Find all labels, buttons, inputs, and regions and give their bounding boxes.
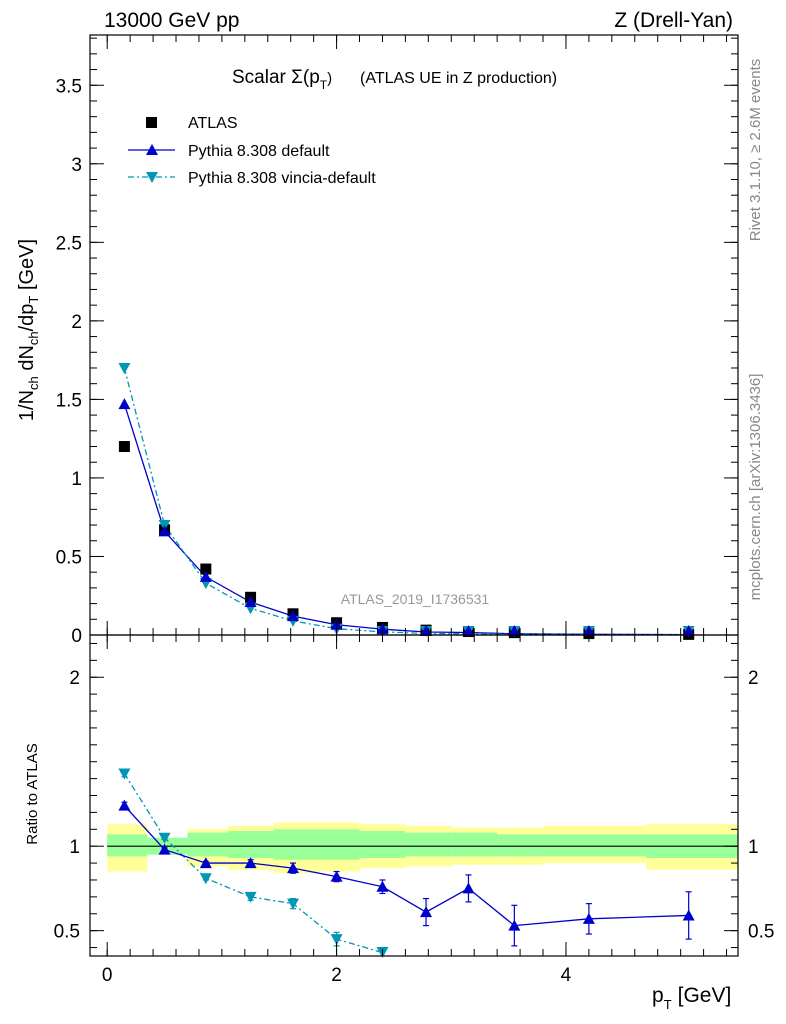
legend-label-default: Pythia 8.308 default [188, 143, 330, 160]
ratio-point-default [158, 843, 171, 855]
ratio-point-default [420, 906, 433, 918]
legend-label-atlas: ATLAS [188, 115, 238, 132]
legend-marker-atlas [146, 117, 157, 128]
ratio-point-default [287, 862, 300, 874]
chart-title-tail: (ATLAS UE in Z production) [360, 70, 557, 87]
ratio-point-default [682, 909, 695, 921]
ratio-band-green [359, 830, 406, 859]
chart-title-main: Scalar Σ(p [232, 67, 320, 88]
ratio-point-vincia [199, 873, 212, 885]
y-tick-label-ratio-right: 1 [748, 837, 759, 858]
axes: 0 0.5 1 1.5 2 2.5 3 3.5 0.5 0.5 1 1 2 2 0 2 4 [54, 35, 774, 986]
ratio-band-green [319, 829, 360, 860]
ratio-point-default [376, 880, 389, 892]
data-point-default [158, 525, 171, 537]
ratio-point-default [118, 799, 131, 811]
data-point-vincia [118, 362, 131, 374]
y-tick-label-ratio: 0.5 [54, 922, 80, 943]
ratio-point-vincia [287, 898, 300, 910]
ratio-line-default [123, 805, 689, 927]
chart-title-subscript: T [320, 78, 328, 92]
ratio-point-vincia [158, 832, 171, 844]
ratio-panel [107, 768, 738, 958]
ratio-band-green [227, 830, 274, 859]
y-tick-label-main: 1 [71, 469, 82, 490]
ratio-point-default [582, 912, 595, 924]
mcplots-label: mcplots.cern.ch [arXiv:1306.3436] [747, 374, 764, 601]
ratio-point-default [244, 857, 257, 869]
ratio-point-vincia [330, 934, 343, 946]
x-axis-label: pT [GeV] [652, 984, 731, 1012]
x-tick-label: 4 [561, 965, 572, 986]
y-axis-label: 1/Nch dNch/dpT [GeV] [16, 239, 41, 421]
ratio-point-default [462, 882, 475, 894]
chart-title-close: ) [327, 70, 332, 87]
header-left-label: 13000 GeV pp [104, 9, 239, 32]
data-point-default [462, 625, 475, 636]
y-tick-label-ratio: 1 [69, 837, 80, 858]
chart-title: Scalar Σ(pT) [232, 67, 332, 92]
legend-marker-vincia [146, 172, 158, 183]
header-right-label: Z (Drell-Yan) [614, 9, 733, 32]
y-tick-label-ratio-right: 0.5 [748, 922, 774, 943]
ratio-point-default [199, 857, 212, 869]
legend-marker-default [146, 144, 158, 155]
y-tick-label-ratio: 2 [69, 668, 80, 689]
data-point-default [244, 596, 257, 608]
x-tick-label: 0 [102, 965, 113, 986]
data-point-default [682, 625, 695, 636]
y-tick-label-main: 3.5 [56, 76, 82, 97]
data-point-default [287, 610, 300, 622]
ratio-band-green [451, 832, 498, 857]
ratio-point-vincia [244, 891, 257, 903]
legend-label-vincia: Pythia 8.308 vincia-default [188, 170, 376, 187]
y-tick-label-ratio-right: 2 [748, 668, 759, 689]
analysis-watermark: ATLAS_2019_I1736531 [341, 591, 490, 607]
data-point-default [199, 570, 212, 582]
ratio-band-green [497, 834, 544, 857]
ratio-point-default [330, 870, 343, 882]
y-tick-label-main: 2.5 [56, 233, 82, 254]
y-tick-label-main: 0 [71, 626, 82, 647]
ratio-band-green [273, 829, 320, 860]
ratio-point-vincia [118, 768, 131, 780]
ratio-band-green [543, 834, 647, 857]
y-tick-label-main: 2 [71, 312, 82, 333]
ratio-band-green [405, 832, 452, 857]
y-tick-label-main: 0.5 [56, 547, 82, 568]
ratio-band-green [187, 832, 228, 857]
data-point-default [420, 625, 433, 636]
data-point-default [508, 625, 521, 636]
ratio-band-green [107, 834, 148, 857]
data-point-atlas [118, 441, 130, 453]
data-point-default [118, 398, 131, 410]
y-tick-label-main: 3 [71, 155, 82, 176]
ratio-point-default [508, 919, 521, 931]
legend: ATLAS Pythia 8.308 default Pythia 8.308 … [128, 115, 376, 187]
data-point-atlas [200, 563, 212, 575]
y-tick-label-main: 1.5 [56, 390, 82, 411]
rivet-label: Rivet 3.1.10, ≥ 2.6M events [747, 59, 764, 242]
x-tick-label: 2 [331, 965, 342, 986]
ratio-y-axis-label: Ratio to ATLAS [24, 743, 41, 844]
